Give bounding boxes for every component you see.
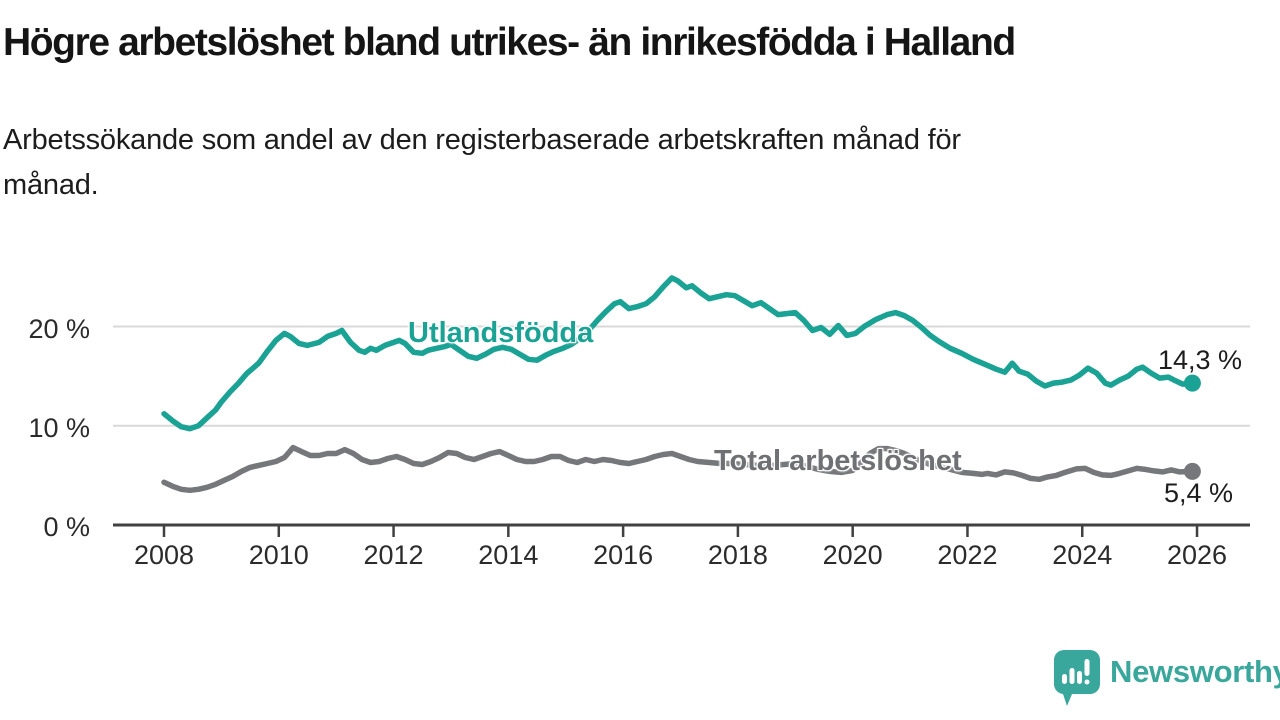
series-label-utlandsfodda: Utlandsfödda [408,317,594,349]
end-value-utlandsfodda: 14,3 % [1158,345,1243,375]
x-tick-label: 2026 [1166,540,1228,570]
x-tick-label: 2022 [937,540,998,570]
x-tick-label: 2024 [1052,540,1113,570]
newsworthy-logo-icon [1054,650,1100,706]
x-tick-label: 2010 [248,540,309,570]
y-tick-label: 20 % [28,313,90,344]
x-tick-label: 2012 [363,540,424,570]
x-tick-label: 2008 [133,540,195,570]
x-tick-label: 2014 [478,540,539,570]
chart-subtitle: Arbetssökande som andel av den registerb… [3,118,961,208]
end-value-total: 5,4 % [1164,478,1234,508]
series-label-total: Total arbetslöshet [714,445,962,477]
newsworthy-logo-link[interactable]: Newsworthy [1054,650,1280,708]
y-tick-label: 0 % [43,512,90,542]
newsworthy-logo-text: Newsworthy [1110,654,1280,689]
y-tick-label: 10 % [28,412,90,443]
x-tick-label: 2016 [593,540,654,570]
series-end-dot [1183,374,1201,392]
x-tick-label: 2020 [822,540,883,570]
x-tick-label: 2018 [707,540,768,570]
series-line [161,275,1196,432]
page-title: Högre arbetslöshet bland utrikes- än inr… [3,21,1016,64]
subtitle-line-2: månad. [3,169,99,201]
subtitle-line-1: Arbetssökande som andel av den registerb… [3,124,961,156]
series-line [161,444,1196,494]
series-end-dot [1183,462,1201,480]
